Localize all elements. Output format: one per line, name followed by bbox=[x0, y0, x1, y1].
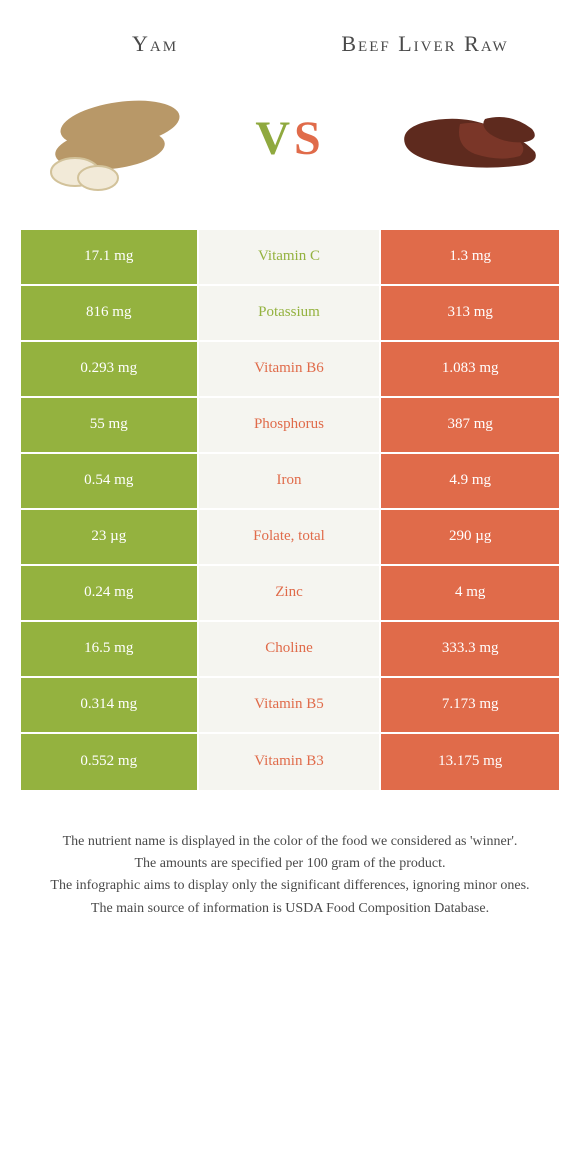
left-value: 0.24 mg bbox=[21, 566, 199, 620]
table-row: 0.552 mgVitamin B313.175 mg bbox=[21, 734, 559, 790]
nutrient-name: Vitamin C bbox=[199, 230, 382, 284]
table-row: 23 µgFolate, total290 µg bbox=[21, 510, 559, 566]
right-value: 290 µg bbox=[381, 510, 559, 564]
footnote-line-1: The nutrient name is displayed in the co… bbox=[30, 831, 550, 853]
liver-image bbox=[390, 79, 550, 199]
right-value: 13.175 mg bbox=[381, 734, 559, 790]
left-value: 0.314 mg bbox=[21, 678, 199, 732]
nutrient-name: Folate, total bbox=[199, 510, 382, 564]
footnote-line-3: The infographic aims to display only the… bbox=[30, 875, 550, 897]
footnote-line-4: The main source of information is USDA F… bbox=[30, 898, 550, 920]
nutrient-name: Vitamin B6 bbox=[199, 342, 382, 396]
left-value: 55 mg bbox=[21, 398, 199, 452]
nutrient-name: Phosphorus bbox=[199, 398, 382, 452]
nutrient-name: Potassium bbox=[199, 286, 382, 340]
right-value: 313 mg bbox=[381, 286, 559, 340]
right-value: 387 mg bbox=[381, 398, 559, 452]
vs-label: VS bbox=[255, 111, 324, 166]
nutrient-name: Vitamin B3 bbox=[199, 734, 382, 790]
nutrient-name: Vitamin B5 bbox=[199, 678, 382, 732]
table-row: 55 mgPhosphorus387 mg bbox=[21, 398, 559, 454]
table-row: 16.5 mgCholine333.3 mg bbox=[21, 622, 559, 678]
left-value: 23 µg bbox=[21, 510, 199, 564]
nutrient-name: Iron bbox=[199, 454, 382, 508]
table-row: 0.54 mgIron4.9 mg bbox=[21, 454, 559, 510]
right-value: 333.3 mg bbox=[381, 622, 559, 676]
right-value: 7.173 mg bbox=[381, 678, 559, 732]
footnote-line-2: The amounts are specified per 100 gram o… bbox=[30, 853, 550, 875]
table-row: 0.24 mgZinc4 mg bbox=[21, 566, 559, 622]
right-food-title: Beef Liver Raw bbox=[304, 30, 547, 59]
table-row: 816 mgPotassium313 mg bbox=[21, 286, 559, 342]
vs-v: V bbox=[255, 112, 294, 165]
nutrient-name: Zinc bbox=[199, 566, 382, 620]
images-row: VS bbox=[0, 79, 580, 229]
right-value: 1.083 mg bbox=[381, 342, 559, 396]
right-value: 4 mg bbox=[381, 566, 559, 620]
footnote: The nutrient name is displayed in the co… bbox=[0, 791, 580, 921]
table-row: 0.314 mgVitamin B57.173 mg bbox=[21, 678, 559, 734]
nutrient-table: 17.1 mgVitamin C1.3 mg816 mgPotassium313… bbox=[20, 229, 560, 791]
left-value: 0.552 mg bbox=[21, 734, 199, 790]
table-row: 0.293 mgVitamin B61.083 mg bbox=[21, 342, 559, 398]
left-value: 17.1 mg bbox=[21, 230, 199, 284]
right-value: 1.3 mg bbox=[381, 230, 559, 284]
header: Yam Beef Liver Raw bbox=[0, 0, 580, 79]
table-row: 17.1 mgVitamin C1.3 mg bbox=[21, 230, 559, 286]
left-food-title: Yam bbox=[34, 30, 277, 59]
left-value: 816 mg bbox=[21, 286, 199, 340]
vs-s: S bbox=[294, 112, 325, 165]
left-value: 0.293 mg bbox=[21, 342, 199, 396]
nutrient-name: Choline bbox=[199, 622, 382, 676]
left-value: 0.54 mg bbox=[21, 454, 199, 508]
left-value: 16.5 mg bbox=[21, 622, 199, 676]
yam-image bbox=[30, 79, 190, 199]
right-value: 4.9 mg bbox=[381, 454, 559, 508]
